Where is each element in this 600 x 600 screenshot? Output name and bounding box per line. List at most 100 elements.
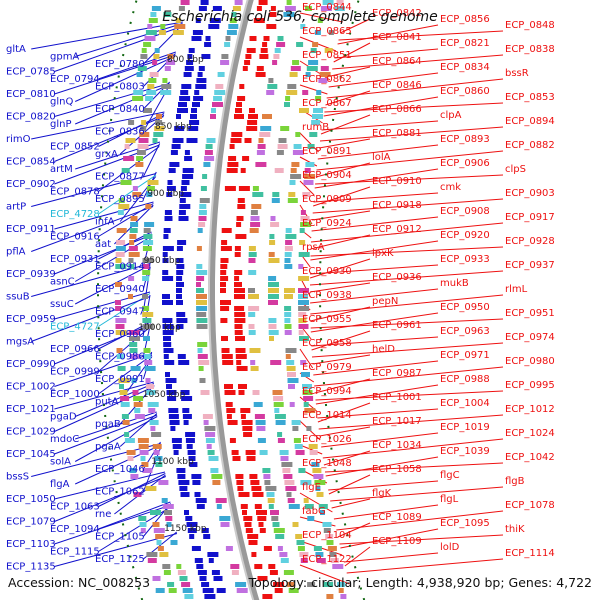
feature-block	[144, 366, 156, 371]
feature-block	[207, 450, 215, 455]
right-connector	[340, 528, 439, 549]
right-gene-label: bssR	[505, 68, 529, 79]
feature-block	[206, 138, 216, 143]
feature-block	[158, 480, 169, 485]
feature-block	[142, 276, 150, 281]
feature-block	[258, 0, 268, 5]
right-gene-label: ECP_0844	[302, 2, 352, 13]
left-connector	[98, 293, 151, 327]
feature-block	[162, 318, 173, 323]
left-gene-label: asnC	[50, 277, 75, 288]
feature-block	[234, 276, 240, 281]
feature-block	[170, 540, 178, 545]
feature-block	[244, 60, 251, 65]
feature-block	[133, 396, 144, 401]
feature-block	[187, 450, 196, 455]
feature-block	[181, 582, 191, 587]
feature-block	[174, 126, 185, 131]
feature-block	[294, 444, 303, 449]
feature-block	[133, 90, 144, 95]
left-gene-label: ECP_0916	[50, 232, 100, 243]
feature-block	[275, 420, 286, 425]
feature-block	[268, 300, 278, 305]
right-connector	[311, 342, 504, 358]
feature-block	[234, 318, 246, 323]
feature-block	[162, 324, 174, 329]
feature-block	[298, 318, 307, 323]
right-connector	[319, 126, 504, 142]
right-connector	[310, 222, 504, 243]
feature-block	[162, 252, 168, 257]
feature-block	[258, 138, 264, 143]
feature-block	[186, 60, 194, 65]
right-connector	[331, 498, 371, 509]
left-connector	[75, 383, 155, 417]
right-gene-label: ECP_0903	[505, 188, 555, 199]
feature-block	[248, 258, 256, 263]
feature-block	[164, 66, 171, 71]
feature-block	[266, 492, 275, 497]
right-gene-label: rlmL	[505, 284, 528, 295]
right-gene-label: ECP_0842	[372, 8, 422, 19]
feature-block	[270, 216, 276, 221]
feature-block	[284, 288, 295, 293]
feature-block	[237, 204, 246, 209]
right-gene-label: ECP_0933	[440, 254, 490, 265]
right-connector	[344, 546, 371, 567]
feature-block	[242, 156, 250, 161]
feature-block	[136, 72, 143, 77]
right-gene-label: ECP_0980	[505, 356, 555, 367]
feature-block	[224, 186, 236, 191]
feature-block	[314, 30, 321, 35]
feature-block	[256, 150, 265, 155]
feature-block	[306, 426, 312, 431]
right-gene-label: ECP_1042	[505, 452, 555, 463]
feature-block	[286, 360, 295, 365]
feature-block	[179, 576, 188, 581]
feature-block	[195, 498, 207, 503]
feature-block	[164, 216, 173, 221]
right-connector	[312, 354, 371, 365]
feature-block	[303, 180, 314, 185]
feature-block	[297, 546, 305, 551]
feature-block	[220, 60, 230, 65]
left-connector	[54, 414, 158, 455]
feature-block	[305, 162, 315, 167]
feature-block	[256, 66, 264, 71]
feature-block	[176, 282, 184, 287]
feature-block	[268, 78, 274, 83]
feature-block	[186, 522, 198, 527]
right-gene-label: ECP_0862	[302, 74, 352, 85]
right-gene-label: ECP_1004	[440, 398, 490, 409]
right-gene-label: ECP_0853	[505, 92, 555, 103]
feature-block	[215, 498, 227, 503]
left-gene-label: artP	[6, 202, 26, 213]
feature-block	[288, 384, 295, 389]
feature-block	[303, 498, 309, 503]
feature-block	[162, 258, 169, 263]
feature-block	[176, 264, 185, 269]
left-gene-label: ECP_0852	[50, 142, 100, 153]
feature-block	[168, 168, 176, 173]
right-gene-label: ECP_1114	[505, 548, 555, 559]
feature-block	[236, 588, 248, 593]
right-gene-label: ECP_1095	[440, 518, 490, 529]
feature-block	[209, 18, 221, 23]
feature-block	[288, 588, 299, 593]
left-connector	[75, 23, 183, 57]
feature-block	[306, 66, 318, 71]
feature-block	[284, 102, 290, 107]
feature-block	[157, 546, 164, 551]
feature-block	[168, 588, 177, 593]
feature-block	[225, 546, 233, 551]
right-connector	[313, 360, 439, 376]
feature-block	[266, 90, 275, 95]
feature-block	[161, 84, 172, 89]
right-connector	[316, 150, 504, 171]
feature-block	[186, 444, 193, 449]
right-connector	[310, 234, 371, 250]
feature-block	[291, 420, 301, 425]
feature-block	[312, 42, 319, 47]
feature-block	[137, 144, 149, 149]
feature-block	[172, 444, 182, 449]
